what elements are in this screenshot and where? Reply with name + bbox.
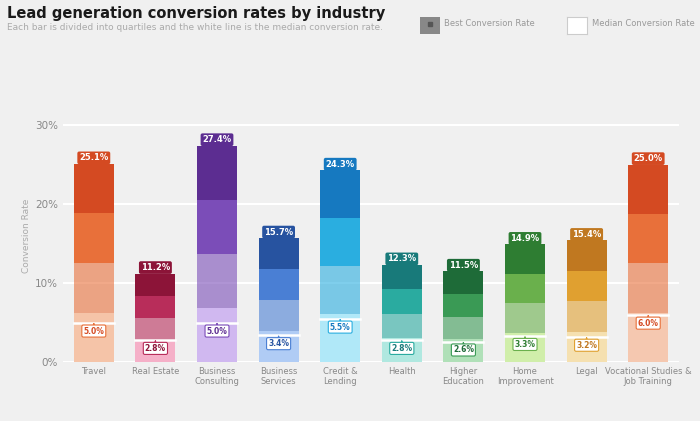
Bar [443, 294, 484, 317]
Bar [382, 314, 422, 338]
Bar [566, 332, 607, 362]
Bar [443, 339, 484, 362]
Text: 5.0%: 5.0% [206, 324, 228, 336]
Bar [505, 333, 545, 362]
Bar [74, 312, 114, 362]
Text: 5.0%: 5.0% [83, 324, 104, 336]
Bar [197, 146, 237, 200]
Text: 14.9%: 14.9% [510, 234, 540, 243]
Bar [505, 303, 545, 333]
Text: 5.5%: 5.5% [330, 320, 351, 332]
Text: 11.2%: 11.2% [141, 263, 170, 272]
Bar [566, 271, 607, 301]
Text: 3.3%: 3.3% [514, 337, 536, 349]
Bar [258, 300, 299, 331]
Bar [505, 245, 545, 274]
Bar [135, 340, 176, 362]
Bar [628, 313, 668, 362]
Text: 12.3%: 12.3% [387, 254, 416, 264]
Bar [320, 314, 360, 362]
Bar [382, 338, 422, 362]
Bar [443, 317, 484, 339]
Bar [258, 238, 299, 269]
Bar [258, 331, 299, 362]
Bar [74, 263, 114, 312]
Bar [197, 200, 237, 254]
Bar [505, 274, 545, 303]
Text: 15.7%: 15.7% [264, 227, 293, 237]
Text: Median Conversion Rate: Median Conversion Rate [592, 19, 694, 28]
Bar [566, 240, 607, 271]
Bar [382, 265, 422, 289]
Text: 3.2%: 3.2% [576, 338, 597, 350]
Text: Lead generation conversion rates by industry: Lead generation conversion rates by indu… [7, 6, 385, 21]
Bar [74, 213, 114, 263]
Bar [628, 165, 668, 214]
Text: 6.0%: 6.0% [638, 316, 659, 328]
Text: 15.4%: 15.4% [572, 230, 601, 239]
Text: Best Conversion Rate: Best Conversion Rate [444, 19, 536, 28]
Text: 25.0%: 25.0% [634, 154, 663, 163]
Y-axis label: Conversion Rate: Conversion Rate [22, 199, 31, 273]
Bar [197, 308, 237, 362]
Text: 2.6%: 2.6% [453, 343, 474, 354]
Bar [74, 164, 114, 213]
Bar [382, 289, 422, 314]
Text: 27.4%: 27.4% [202, 135, 232, 144]
Text: 2.8%: 2.8% [391, 341, 412, 353]
Bar [628, 214, 668, 264]
Bar [135, 274, 176, 296]
Text: Each bar is divided into quartiles and the white line is the median conversion r: Each bar is divided into quartiles and t… [7, 23, 383, 32]
Bar [628, 264, 668, 313]
Text: 11.5%: 11.5% [449, 261, 478, 270]
Text: 3.4%: 3.4% [268, 336, 289, 348]
Bar [320, 170, 360, 218]
Bar [197, 254, 237, 308]
Text: 2.8%: 2.8% [145, 341, 166, 353]
Bar [443, 271, 484, 294]
Bar [258, 269, 299, 300]
Bar [135, 318, 176, 340]
Text: 25.1%: 25.1% [79, 153, 108, 163]
Bar [135, 296, 176, 318]
Bar [320, 266, 360, 314]
Bar [566, 301, 607, 332]
Bar [320, 218, 360, 266]
Text: 24.3%: 24.3% [326, 160, 355, 169]
